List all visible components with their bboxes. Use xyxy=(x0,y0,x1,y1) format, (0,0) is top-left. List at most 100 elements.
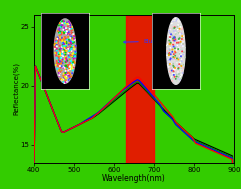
Point xyxy=(177,46,181,49)
Point xyxy=(63,76,67,79)
Point xyxy=(174,49,178,52)
Point xyxy=(174,80,178,83)
Point xyxy=(71,45,74,48)
Point xyxy=(170,34,174,37)
Point xyxy=(177,56,181,59)
Bar xyxy=(126,15,154,163)
Point xyxy=(64,57,68,60)
Point xyxy=(58,32,62,35)
Point xyxy=(172,66,176,69)
Point xyxy=(56,39,60,42)
Point xyxy=(174,74,178,77)
Point xyxy=(167,65,171,68)
Point xyxy=(171,46,174,49)
Point xyxy=(177,24,181,27)
Point xyxy=(57,55,61,58)
Point xyxy=(174,77,178,80)
Point xyxy=(168,58,172,61)
Point xyxy=(180,53,183,56)
Point xyxy=(53,45,57,48)
Point xyxy=(178,54,182,57)
Point xyxy=(61,50,65,53)
Point xyxy=(68,27,72,30)
Point xyxy=(172,70,175,73)
Point xyxy=(62,59,66,62)
Point xyxy=(180,26,184,29)
Point xyxy=(69,65,73,68)
Point xyxy=(67,71,71,74)
Point xyxy=(65,22,69,25)
Point xyxy=(176,77,180,80)
Point xyxy=(171,71,175,74)
Point xyxy=(166,45,170,48)
Point xyxy=(54,45,58,48)
Point xyxy=(72,66,76,69)
Point xyxy=(61,55,65,58)
Point xyxy=(58,34,61,37)
Point xyxy=(175,73,179,76)
Point xyxy=(179,24,182,27)
Point xyxy=(58,62,61,65)
Point xyxy=(174,45,178,48)
Point xyxy=(70,53,74,56)
Point xyxy=(64,79,67,82)
Point xyxy=(172,53,176,56)
Point xyxy=(181,40,184,43)
Point xyxy=(60,33,63,36)
Point xyxy=(64,53,67,56)
Point xyxy=(59,26,63,29)
Point xyxy=(64,65,68,68)
Point xyxy=(61,74,65,77)
Point xyxy=(73,53,77,56)
Point xyxy=(64,77,68,80)
Point xyxy=(169,51,173,54)
Point xyxy=(167,32,171,35)
Point xyxy=(171,56,175,59)
Point xyxy=(175,48,179,51)
Point xyxy=(65,68,69,71)
Y-axis label: Reflectance(%): Reflectance(%) xyxy=(13,62,19,115)
Text: Blue-shifted: Blue-shifted xyxy=(124,39,179,44)
Point xyxy=(65,63,69,66)
Point xyxy=(179,57,183,60)
Point xyxy=(64,80,67,83)
Point xyxy=(177,42,181,45)
Point xyxy=(172,73,176,76)
Point xyxy=(65,38,69,41)
Point xyxy=(180,33,184,36)
Point xyxy=(60,20,64,23)
Point xyxy=(69,75,73,78)
Point xyxy=(74,50,77,53)
Point xyxy=(65,39,68,42)
Point xyxy=(174,59,178,62)
Point xyxy=(67,56,71,59)
Point xyxy=(63,66,67,69)
Point xyxy=(173,40,177,43)
Point xyxy=(58,32,62,35)
Point xyxy=(71,38,75,41)
Point xyxy=(171,70,174,74)
Point xyxy=(177,66,181,69)
Point xyxy=(169,62,173,65)
Point xyxy=(178,78,182,81)
Point xyxy=(181,36,185,39)
Point xyxy=(182,48,186,51)
Point xyxy=(174,49,178,52)
Point xyxy=(64,69,67,72)
Point xyxy=(177,30,181,33)
Point xyxy=(68,77,72,80)
Point xyxy=(67,20,71,23)
Point xyxy=(54,52,58,55)
Point xyxy=(67,40,71,43)
Point xyxy=(180,64,183,67)
Point xyxy=(179,41,183,44)
Point xyxy=(180,32,184,35)
Point xyxy=(56,36,60,40)
Point xyxy=(171,57,174,60)
Point xyxy=(69,31,73,34)
Point xyxy=(64,60,68,63)
Point xyxy=(58,49,62,52)
Point xyxy=(171,64,175,67)
Point xyxy=(176,23,180,26)
Point xyxy=(69,41,73,44)
